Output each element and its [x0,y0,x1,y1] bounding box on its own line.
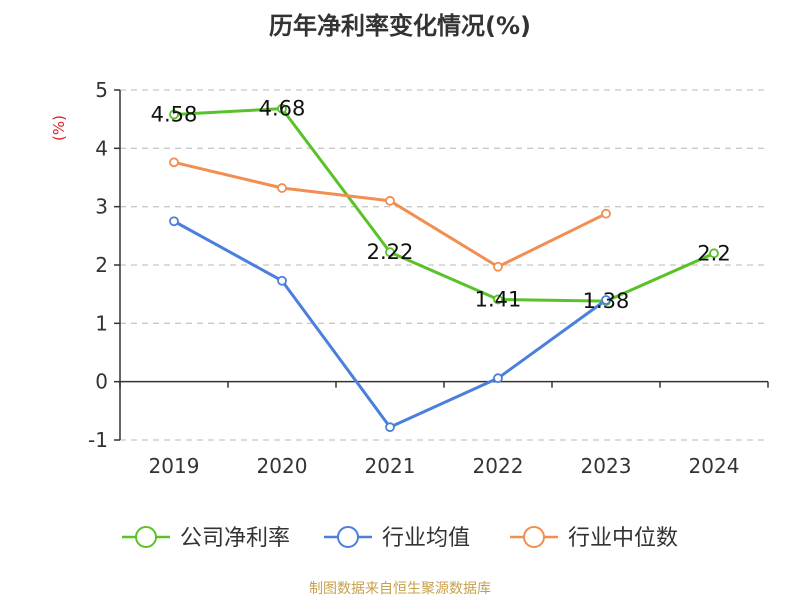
series-points [169,103,719,433]
y-tick-label: 2 [95,253,108,277]
data-point [493,294,503,305]
x-tick-labels: 2019 2020 2021 2022 2023 2024 [149,454,740,478]
data-point [601,295,611,305]
grid-lines [120,89,768,441]
data-point [277,103,287,114]
legend-label: 公司净利率 [180,526,290,551]
data-label: 1.38 [583,289,630,313]
data-point [277,275,287,286]
data-point [385,247,395,258]
x-tick-label: 2019 [149,454,200,478]
y-tick-label: 3 [95,195,108,219]
y-tick-label: 5 [95,78,108,102]
data-point [709,248,719,259]
x-tick-label: 2020 [257,454,308,478]
chart-title: 历年净利率变化情况(%) [269,12,531,40]
y-tick-label: 4 [95,136,108,160]
legend: 公司净利率 行业均值 行业中位数 [122,526,678,551]
y-tick-label: 0 [95,370,108,394]
data-label: 2.2 [697,241,730,265]
x-tick-label: 2024 [689,454,740,478]
series-line-0 [173,107,715,303]
data-point [169,109,179,120]
legend-label: 行业均值 [382,526,470,551]
series-lines [173,107,715,429]
y-axis-label-group: (%) [50,115,68,141]
data-label: 4.58 [151,103,198,127]
source-note: 制图数据来自恒生聚源数据库 [309,581,491,597]
data-point [493,373,503,384]
data-point [385,422,395,433]
x-tick-label: 2022 [473,454,524,478]
y-tick-label: -1 [88,428,108,452]
axes [114,89,769,441]
y-axis-label: (%) [50,115,68,141]
data-point [385,195,395,206]
y-tick-labels: -1 0 1 2 3 4 5 [88,78,108,452]
y-tick-label: 1 [95,311,108,335]
data-point [277,183,287,193]
x-tick-label: 2021 [365,454,416,478]
data-label: 4.68 [259,97,306,121]
legend-label: 行业中位数 [568,526,678,551]
data-label: 1.41 [475,287,522,311]
x-tick-label: 2023 [581,454,632,478]
data-point [493,261,503,272]
data-point [601,208,611,219]
data-label: 2.22 [367,240,414,264]
legend-marker [523,526,545,548]
data-point [169,157,179,168]
data-labels: 4.58 4.68 2.22 1.41 1.38 2.2 [151,97,731,313]
legend-marker [337,526,359,548]
legend-marker [135,526,157,548]
data-point [169,216,179,227]
